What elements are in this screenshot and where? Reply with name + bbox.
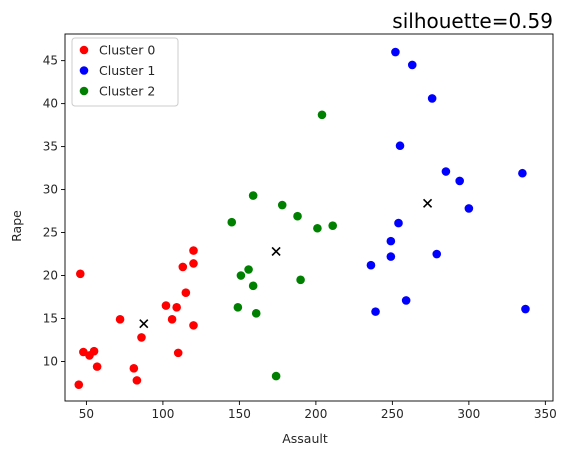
cluster-0-point xyxy=(189,259,198,268)
cluster-0-point xyxy=(130,364,139,373)
y-tick-label: 15 xyxy=(43,311,58,325)
y-tick-label: 25 xyxy=(43,226,58,240)
y-tick-label: 20 xyxy=(43,269,58,283)
legend-marker xyxy=(80,66,89,75)
cluster-0-point xyxy=(172,303,181,312)
cluster-1-point xyxy=(387,252,396,261)
cluster-2-point xyxy=(278,201,287,210)
cluster-2-point xyxy=(234,303,243,312)
chart-title: silhouette=0.59 xyxy=(392,9,553,33)
cluster-1-point xyxy=(371,307,380,316)
cluster-0-point xyxy=(162,301,171,310)
cluster-2-point xyxy=(237,271,246,280)
cluster-0-point xyxy=(168,315,177,324)
legend-label: Cluster 2 xyxy=(99,84,155,99)
cluster-1-point xyxy=(428,94,437,103)
cluster-2-point xyxy=(227,218,236,227)
cluster-2-point xyxy=(318,110,327,119)
x-tick-label: 350 xyxy=(534,407,557,421)
cluster-2-point xyxy=(249,282,258,291)
x-tick-label: 200 xyxy=(304,407,327,421)
legend-label: Cluster 1 xyxy=(99,63,155,78)
cluster-0-point xyxy=(116,315,125,324)
y-tick-label: 45 xyxy=(43,54,58,68)
cluster-0-point xyxy=(178,263,187,272)
cluster-0-point xyxy=(182,288,191,297)
y-tick-label: 40 xyxy=(43,97,58,111)
y-tick-label: 35 xyxy=(43,140,58,154)
legend-marker xyxy=(80,46,89,55)
cluster-1-point xyxy=(518,169,527,178)
cluster-2-point xyxy=(293,212,302,221)
legend-label: Cluster 0 xyxy=(99,43,155,58)
cluster-0-point xyxy=(90,347,99,356)
x-tick-label: 250 xyxy=(381,407,404,421)
y-tick-label: 30 xyxy=(43,183,58,197)
cluster-2-point xyxy=(328,221,337,230)
cluster-1-point xyxy=(455,177,464,186)
x-tick-label: 300 xyxy=(457,407,480,421)
cluster-1-point xyxy=(442,167,451,176)
cluster-1-point xyxy=(391,48,400,57)
legend-marker xyxy=(80,87,89,96)
cluster-1-point xyxy=(402,296,411,305)
x-tick-label: 50 xyxy=(79,407,94,421)
cluster-0-point xyxy=(137,333,146,342)
cluster-1-point xyxy=(394,219,403,228)
y-axis-label: Rape xyxy=(9,210,24,242)
x-tick-label: 150 xyxy=(228,407,251,421)
cluster-1-point xyxy=(367,261,376,270)
cluster-2-point xyxy=(272,372,281,381)
x-axis-label: Assault xyxy=(282,431,328,446)
cluster-2-point xyxy=(296,276,305,285)
y-tick-label: 10 xyxy=(43,354,58,368)
cluster-1-point xyxy=(387,237,396,246)
cluster-2-point xyxy=(249,191,258,200)
cluster-0-point xyxy=(174,349,183,358)
cluster-0-point xyxy=(93,362,102,371)
cluster-1-point xyxy=(432,250,441,259)
legend: Cluster 0 Cluster 1 Cluster 2 xyxy=(72,38,178,106)
cluster-2-point xyxy=(252,309,261,318)
cluster-1-point xyxy=(521,305,530,314)
cluster-2-point xyxy=(244,265,253,274)
cluster-0-point xyxy=(76,269,85,278)
cluster-0-point xyxy=(189,321,198,330)
cluster-1-point xyxy=(408,61,417,70)
x-tick-label: 100 xyxy=(151,407,174,421)
cluster-1-point xyxy=(396,141,405,150)
cluster-1-point xyxy=(465,204,474,213)
cluster-2-point xyxy=(313,224,322,233)
cluster-0-point xyxy=(74,380,83,389)
cluster-0-point xyxy=(189,246,198,255)
cluster-0-point xyxy=(133,376,142,385)
